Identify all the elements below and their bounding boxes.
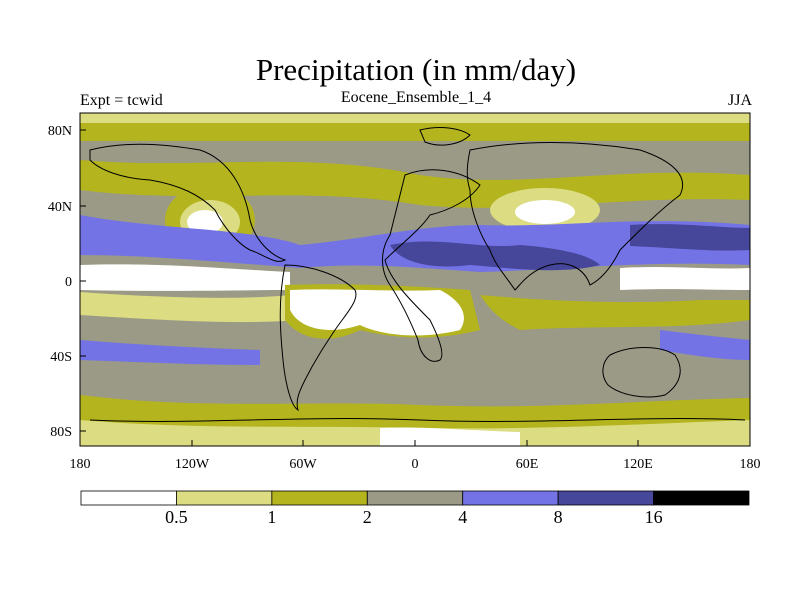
season-label: JJA: [727, 92, 752, 109]
longitude-axis: 180 120W 60W 0 60E 120E 180: [70, 440, 761, 472]
colorbar-swatch: [462, 490, 559, 506]
colorbar-swatch: [271, 490, 368, 506]
precip-field: [80, 113, 750, 446]
lat-tick-label: 80S: [50, 425, 72, 440]
colorbar: [80, 490, 750, 506]
colorbar-label: 0.5: [165, 507, 188, 527]
lon-tick-label: 120E: [623, 457, 653, 472]
colorbar-swatch: [653, 490, 750, 506]
lon-tick-label: 180: [740, 457, 761, 472]
lat-tick-label: 40N: [48, 200, 72, 215]
colorbar-label: 4: [458, 507, 468, 527]
chart-title: Precipitation (in mm/day): [255, 52, 577, 87]
colorbar-swatch: [80, 490, 177, 506]
lon-tick-label: 120W: [175, 457, 210, 472]
colorbar-swatch: [557, 490, 654, 506]
colorbar-label: 2: [362, 507, 372, 527]
experiment-label: Expt = tcwid: [80, 92, 163, 109]
lon-tick-label: 60E: [516, 457, 539, 472]
colorbar-label: 1: [267, 507, 277, 527]
lon-tick-label: 0: [412, 457, 419, 472]
lat-tick-label: 40S: [50, 350, 72, 365]
lon-tick-label: 60W: [289, 457, 317, 472]
colorbar-label: 8: [553, 507, 563, 527]
ensemble-subtitle: Eocene_Ensemble_1_4: [340, 89, 492, 106]
lat-tick-label: 0: [65, 275, 72, 290]
colorbar-swatch: [366, 490, 464, 506]
lat-tick-label: 80N: [48, 124, 72, 139]
latitude-axis: 80N 40N 0 40S 80S: [48, 124, 86, 440]
colorbar-swatch: [176, 490, 273, 506]
colorbar-label: 16: [644, 507, 663, 527]
coastlines: [89, 127, 746, 422]
lon-tick-label: 180: [70, 457, 91, 472]
